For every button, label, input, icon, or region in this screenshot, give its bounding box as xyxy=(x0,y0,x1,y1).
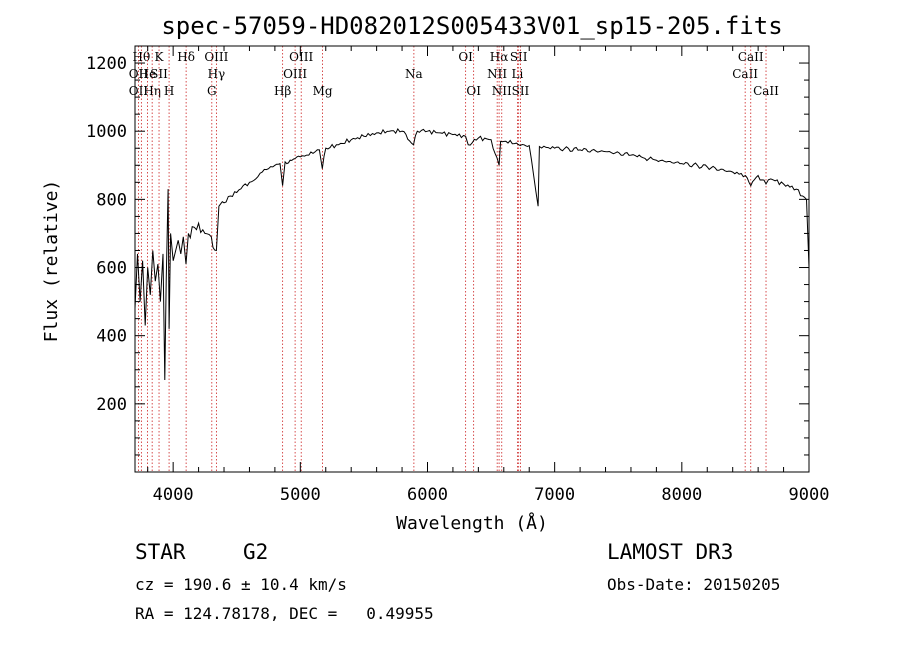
y-axis-label: Flux (relative) xyxy=(41,180,62,343)
series-layer xyxy=(134,128,810,381)
y-tick-label: 800 xyxy=(96,190,127,210)
survey-name: LAMOST DR3 xyxy=(607,540,734,564)
chart-title: spec-57059-HD082012S005433V01_sp15-205.f… xyxy=(161,12,782,40)
marker-label: OII xyxy=(129,84,149,98)
marker-label: OIII xyxy=(289,50,313,64)
redshift-readout: cz = 190.6 ± 10.4 km/s xyxy=(135,575,347,594)
x-tick-label: 8000 xyxy=(661,485,702,505)
marker-label: K xyxy=(155,50,165,64)
marker-label: Hβ xyxy=(274,84,291,98)
marker-label: OII xyxy=(129,67,149,81)
marker-label: NII xyxy=(492,84,512,98)
y-tick-label: 200 xyxy=(96,395,127,415)
marker-label: Hη xyxy=(143,84,161,98)
y-tick-label: 400 xyxy=(96,327,127,347)
marker-label: SII xyxy=(150,67,168,81)
x-axis-label: Wavelength (Å) xyxy=(396,512,548,534)
marker-label: CaII xyxy=(753,84,779,98)
coordinates-readout: RA = 124.78178, DEC = 0.49955 xyxy=(135,604,434,623)
marker-label: OIII xyxy=(204,50,228,64)
marker-label: Hα xyxy=(490,50,509,64)
axis-ticks: 4000 5000 6000 7000 8000 9000 200 400 600 800 1000… xyxy=(86,45,830,505)
x-tick-label: 9000 xyxy=(789,485,830,505)
marker-label: OIII xyxy=(283,67,307,81)
marker-label: Hγ xyxy=(208,67,226,81)
marker-label: CaII xyxy=(738,50,764,64)
spectrum-line xyxy=(134,128,810,381)
object-class: STAR xyxy=(135,540,186,564)
x-tick-label: 5000 xyxy=(280,485,321,505)
marker-label: Mg xyxy=(313,84,333,98)
marker-label: OI xyxy=(458,50,473,64)
marker-label: Li xyxy=(511,67,523,81)
x-tick-label: 6000 xyxy=(407,485,448,505)
x-tick-label: 4000 xyxy=(153,485,194,505)
object-subclass: G2 xyxy=(243,540,269,564)
marker-label: CaII xyxy=(732,67,758,81)
marker-label: Na xyxy=(405,67,423,81)
observation-date: Obs-Date: 20150205 xyxy=(607,575,781,594)
y-tick-label: 1200 xyxy=(86,54,127,74)
marker-label: OI xyxy=(466,84,481,98)
marker-label: G xyxy=(207,84,217,98)
y-tick-label: 600 xyxy=(96,259,127,279)
marker-label: NII xyxy=(487,67,507,81)
y-tick-label: 1000 xyxy=(86,122,127,142)
x-tick-label: 7000 xyxy=(534,485,575,505)
marker-label: H xyxy=(164,84,174,98)
marker-label: Hθ xyxy=(133,50,151,64)
marker-label: SII xyxy=(512,84,530,98)
plot-frame xyxy=(134,45,810,473)
marker-label: SII xyxy=(510,50,528,64)
marker-label: Hδ xyxy=(177,50,195,64)
